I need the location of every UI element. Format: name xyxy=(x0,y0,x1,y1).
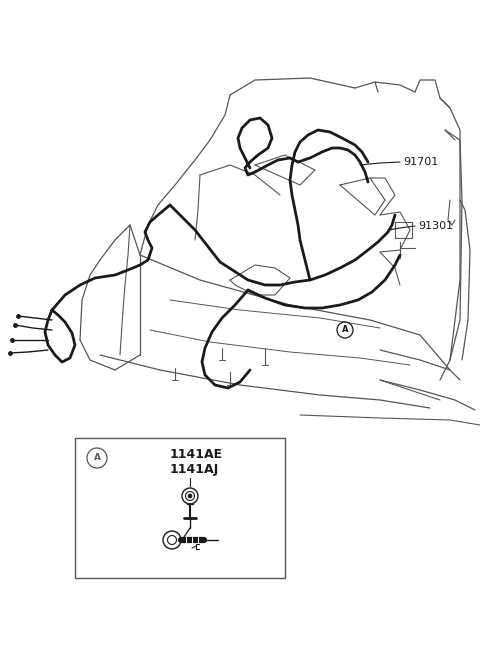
Bar xyxy=(75,438,285,578)
Text: A: A xyxy=(94,453,100,462)
Text: 91301: 91301 xyxy=(418,221,453,231)
Text: A: A xyxy=(342,326,348,335)
Text: 1141AJ: 1141AJ xyxy=(170,464,219,476)
Text: 91701: 91701 xyxy=(403,157,438,167)
Text: 1141AE: 1141AE xyxy=(170,449,223,462)
Circle shape xyxy=(188,494,192,498)
